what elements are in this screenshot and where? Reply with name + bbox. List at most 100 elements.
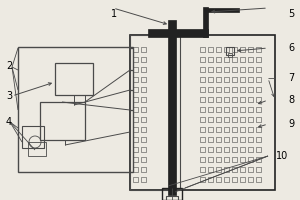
Bar <box>133 77 138 82</box>
Bar <box>232 97 237 102</box>
Bar <box>224 117 229 122</box>
Bar <box>248 47 253 52</box>
Bar <box>240 97 245 102</box>
Bar <box>256 157 261 162</box>
Bar <box>216 47 221 52</box>
Bar <box>226 47 234 55</box>
Bar <box>256 107 261 112</box>
Bar <box>240 127 245 132</box>
Bar <box>232 67 237 72</box>
Text: 10: 10 <box>276 151 288 161</box>
Bar <box>200 57 205 62</box>
Text: 3: 3 <box>6 91 12 101</box>
Bar <box>240 107 245 112</box>
Text: 5: 5 <box>288 9 294 19</box>
Bar <box>208 67 213 72</box>
Text: 1: 1 <box>111 9 117 19</box>
Bar <box>141 167 146 172</box>
Bar <box>224 67 229 72</box>
Bar <box>224 97 229 102</box>
Bar <box>248 57 253 62</box>
Bar <box>141 117 146 122</box>
Bar <box>133 57 138 62</box>
Bar <box>248 87 253 92</box>
Bar <box>208 87 213 92</box>
Bar <box>224 107 229 112</box>
Bar <box>200 87 205 92</box>
Bar <box>200 157 205 162</box>
Bar <box>141 87 146 92</box>
Bar <box>18 47 133 172</box>
Bar <box>216 127 221 132</box>
Bar <box>133 107 138 112</box>
Bar <box>208 137 213 142</box>
Bar <box>208 77 213 82</box>
Bar <box>232 87 237 92</box>
Bar <box>200 47 205 52</box>
Bar <box>216 117 221 122</box>
Bar <box>256 167 261 172</box>
Bar <box>133 97 138 102</box>
Bar <box>28 142 46 156</box>
Bar <box>148 29 208 37</box>
Bar <box>162 188 182 200</box>
Bar <box>232 177 237 182</box>
Bar <box>216 87 221 92</box>
Text: 9: 9 <box>288 119 294 129</box>
Bar <box>240 87 245 92</box>
Bar <box>133 157 138 162</box>
Bar <box>224 177 229 182</box>
Bar <box>224 127 229 132</box>
Bar <box>256 147 261 152</box>
Bar <box>232 77 237 82</box>
Bar <box>216 97 221 102</box>
Bar <box>256 177 261 182</box>
Bar <box>208 147 213 152</box>
Bar <box>55 63 93 95</box>
Bar <box>232 137 237 142</box>
Bar <box>168 20 176 195</box>
Bar <box>240 77 245 82</box>
Text: 8: 8 <box>288 95 294 105</box>
Bar <box>256 137 261 142</box>
Bar <box>232 117 237 122</box>
Text: 4: 4 <box>6 117 12 127</box>
Bar <box>232 167 237 172</box>
Bar <box>224 157 229 162</box>
Bar <box>200 147 205 152</box>
Bar <box>216 77 221 82</box>
Bar <box>133 147 138 152</box>
Bar <box>232 157 237 162</box>
Bar <box>232 47 237 52</box>
Bar <box>232 127 237 132</box>
Bar <box>133 47 138 52</box>
Bar <box>232 57 237 62</box>
Bar <box>208 107 213 112</box>
Bar <box>208 57 213 62</box>
Bar <box>216 107 221 112</box>
Text: 7: 7 <box>288 73 294 83</box>
Bar <box>216 177 221 182</box>
Bar <box>216 57 221 62</box>
Bar <box>133 117 138 122</box>
Bar <box>240 177 245 182</box>
Bar <box>141 67 146 72</box>
Bar <box>248 67 253 72</box>
Bar <box>141 127 146 132</box>
Bar <box>224 167 229 172</box>
Bar <box>133 137 138 142</box>
Text: 6: 6 <box>288 43 294 53</box>
Bar <box>216 137 221 142</box>
Bar <box>256 47 261 52</box>
Bar <box>141 107 146 112</box>
Bar <box>133 127 138 132</box>
Bar <box>200 167 205 172</box>
Bar <box>248 117 253 122</box>
Bar <box>248 137 253 142</box>
Bar <box>200 177 205 182</box>
Bar <box>208 167 213 172</box>
Bar <box>240 67 245 72</box>
Bar <box>248 167 253 172</box>
Bar <box>224 147 229 152</box>
Bar <box>203 7 208 37</box>
